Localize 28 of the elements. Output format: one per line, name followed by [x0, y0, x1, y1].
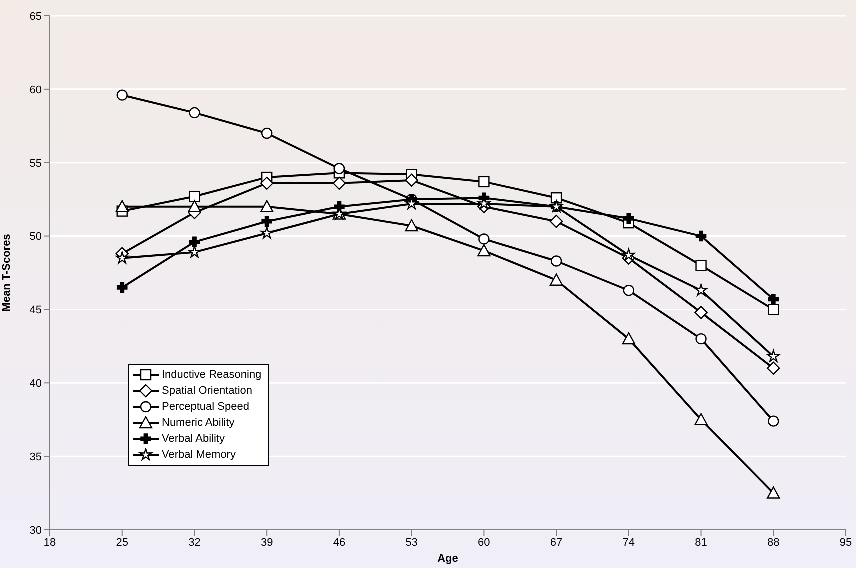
x-tick-label: 25 [116, 536, 128, 549]
x-axis-title: Age [438, 553, 458, 565]
x-tick-label: 67 [550, 536, 563, 549]
x-tick-label: 74 [622, 536, 636, 549]
y-axis-title: Mean T-Scores [0, 234, 13, 312]
y-tick-label: 35 [30, 451, 42, 464]
x-tick-label: 95 [840, 536, 852, 549]
y-tick-label: 40 [30, 378, 42, 390]
x-tick-label: 32 [188, 536, 201, 549]
y-tick-label: 60 [30, 84, 42, 96]
y-tick-label: 55 [30, 158, 42, 170]
legend-label: Verbal Memory [162, 448, 236, 463]
legend-label: Inductive Reasoning [162, 368, 262, 383]
y-tick-label: 65 [30, 10, 42, 23]
legend-label: Perceptual Speed [162, 400, 250, 415]
y-tick-label: 45 [30, 304, 42, 317]
x-tick-label: 53 [406, 536, 418, 549]
legend-label: Verbal Ability [162, 432, 225, 447]
x-tick-label: 81 [695, 536, 708, 549]
y-tick-label: 30 [30, 524, 42, 537]
x-tick-label: 88 [768, 536, 780, 549]
legend-label: Spatial Orientation [162, 384, 252, 399]
x-tick-label: 39 [260, 536, 274, 549]
x-tick-label: 18 [44, 536, 56, 549]
x-tick-label: 46 [333, 536, 346, 549]
y-tick-label: 50 [30, 231, 42, 244]
x-tick-label: 60 [478, 536, 490, 549]
legend-label: Numeric Ability [162, 416, 235, 431]
